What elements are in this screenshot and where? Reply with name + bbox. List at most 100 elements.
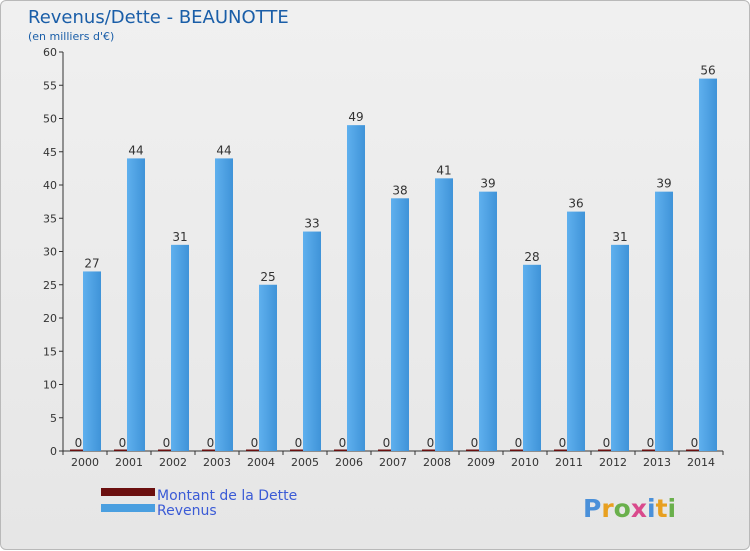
chart-title: Revenus/Dette - BEAUNOTTE bbox=[28, 7, 289, 28]
data-label-dette: 0 bbox=[427, 436, 435, 450]
bar-dette bbox=[422, 449, 439, 451]
data-label-dette: 0 bbox=[119, 436, 127, 450]
bar-revenus bbox=[303, 231, 321, 451]
chart-subtitle: (en milliers d'€) bbox=[28, 30, 114, 43]
data-label-revenus: 44 bbox=[216, 143, 231, 157]
bar-dette bbox=[642, 449, 659, 451]
data-label-dette: 0 bbox=[515, 436, 523, 450]
data-label-revenus: 49 bbox=[348, 110, 363, 124]
bars: 0 27 0 44 0 31 0 44 0 25 0 33 0 49 0 38 0 41 0 39 0 28 0 36 0 31 0… bbox=[70, 64, 717, 452]
legend-label-revenus: Revenus bbox=[157, 503, 217, 519]
data-label-revenus: 56 bbox=[700, 64, 715, 78]
data-label-dette: 0 bbox=[251, 436, 259, 450]
y-tick-label: 15 bbox=[43, 345, 57, 358]
data-label-revenus: 39 bbox=[480, 177, 495, 191]
y-tick-label: 60 bbox=[43, 46, 57, 59]
bar-revenus bbox=[479, 191, 497, 451]
x-tick-label: 2000 bbox=[71, 456, 99, 469]
bar-revenus bbox=[655, 191, 673, 451]
bar-dette bbox=[334, 449, 351, 451]
bar-revenus bbox=[259, 284, 277, 451]
x-tick-label: 2011 bbox=[555, 456, 583, 469]
data-label-dette: 0 bbox=[647, 436, 655, 450]
bar-revenus bbox=[83, 271, 101, 451]
x-tick-label: 2006 bbox=[335, 456, 363, 469]
y-tick-label: 40 bbox=[43, 179, 57, 192]
bar-revenus bbox=[567, 211, 585, 451]
bar-dette bbox=[158, 449, 175, 451]
data-label-revenus: 33 bbox=[304, 217, 319, 231]
x-tick-label: 2005 bbox=[291, 456, 319, 469]
bar-dette bbox=[202, 449, 219, 451]
bar-dette bbox=[466, 449, 483, 451]
bar-dette bbox=[554, 449, 571, 451]
legend: Montant de la Dette Revenus bbox=[101, 488, 297, 519]
data-label-revenus: 28 bbox=[524, 250, 539, 264]
data-label-dette: 0 bbox=[75, 436, 83, 450]
bar-dette bbox=[246, 449, 263, 451]
y-tick-label: 50 bbox=[43, 113, 57, 126]
x-tick-label: 2004 bbox=[247, 456, 275, 469]
data-label-dette: 0 bbox=[471, 436, 479, 450]
y-tick-label: 5 bbox=[50, 412, 57, 425]
data-label-dette: 0 bbox=[383, 436, 391, 450]
bar-revenus bbox=[391, 198, 409, 451]
x-tick-label: 2010 bbox=[511, 456, 539, 469]
x-tick-label: 2007 bbox=[379, 456, 407, 469]
axes: 0 5 10 15 20 25 30 35 40 45 50 55 60 2000 2001 2002 2003… bbox=[43, 46, 724, 469]
bar-dette bbox=[510, 449, 527, 451]
bar-dette bbox=[598, 449, 615, 451]
data-label-revenus: 25 bbox=[260, 270, 275, 284]
x-tick-label: 2009 bbox=[467, 456, 495, 469]
data-label-revenus: 31 bbox=[612, 230, 627, 244]
x-tick-label: 2012 bbox=[599, 456, 627, 469]
y-tick-label: 30 bbox=[43, 246, 57, 259]
y-tick-label: 55 bbox=[43, 79, 57, 92]
bar-revenus bbox=[215, 158, 233, 451]
bar-dette bbox=[70, 449, 87, 451]
y-tick-label: 25 bbox=[43, 279, 57, 292]
y-tick-label: 10 bbox=[43, 379, 57, 392]
y-tick-label: 45 bbox=[43, 146, 57, 159]
data-label-dette: 0 bbox=[207, 436, 215, 450]
proxiti-logo: Proxiti bbox=[583, 494, 676, 523]
bar-dette bbox=[686, 449, 703, 451]
bar-revenus bbox=[699, 78, 717, 451]
data-label-dette: 0 bbox=[295, 436, 303, 450]
data-label-revenus: 44 bbox=[128, 143, 143, 157]
data-label-revenus: 41 bbox=[436, 163, 451, 177]
x-tick-label: 2001 bbox=[115, 456, 143, 469]
legend-swatch-revenus bbox=[101, 504, 155, 512]
data-label-dette: 0 bbox=[603, 436, 611, 450]
bar-dette bbox=[114, 449, 131, 451]
legend-swatch-dette bbox=[101, 488, 155, 496]
data-label-revenus: 39 bbox=[656, 177, 671, 191]
bar-revenus bbox=[523, 264, 541, 451]
bar-revenus bbox=[611, 244, 629, 451]
data-label-dette: 0 bbox=[339, 436, 347, 450]
bar-dette bbox=[378, 449, 395, 451]
bar-revenus bbox=[435, 178, 453, 451]
x-tick-label: 2008 bbox=[423, 456, 451, 469]
x-tick-label: 2002 bbox=[159, 456, 187, 469]
y-tick-label: 35 bbox=[43, 212, 57, 225]
y-tick-label: 20 bbox=[43, 312, 57, 325]
data-label-revenus: 36 bbox=[568, 197, 583, 211]
data-label-revenus: 31 bbox=[172, 230, 187, 244]
data-label-dette: 0 bbox=[163, 436, 171, 450]
x-tick-label: 2003 bbox=[203, 456, 231, 469]
bar-revenus bbox=[127, 158, 145, 451]
bar-revenus bbox=[171, 244, 189, 451]
logo-text: Proxiti bbox=[583, 494, 676, 523]
data-label-revenus: 38 bbox=[392, 183, 407, 197]
data-label-dette: 0 bbox=[559, 436, 567, 450]
y-tick-label: 0 bbox=[50, 445, 57, 458]
data-label-dette: 0 bbox=[691, 436, 699, 450]
legend-label-dette: Montant de la Dette bbox=[157, 488, 297, 504]
x-tick-label: 2014 bbox=[687, 456, 715, 469]
bar-dette bbox=[290, 449, 307, 451]
data-label-revenus: 27 bbox=[84, 256, 99, 270]
x-tick-label: 2013 bbox=[643, 456, 671, 469]
